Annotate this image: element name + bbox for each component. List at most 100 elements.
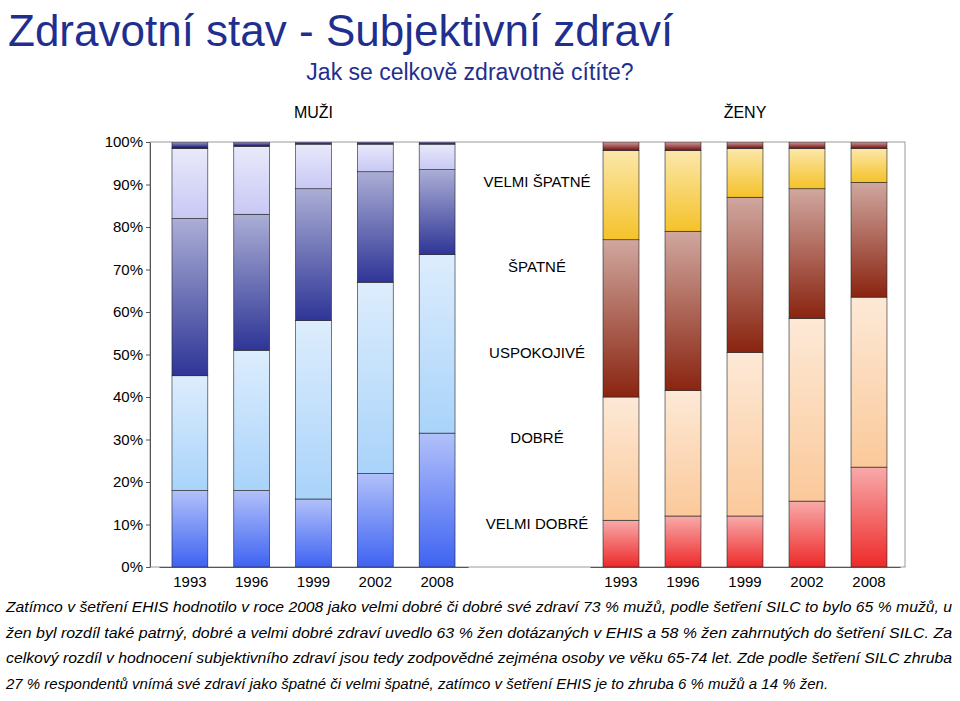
bar bbox=[665, 151, 701, 232]
bar bbox=[419, 255, 455, 434]
bar bbox=[603, 397, 639, 520]
tick-label: 0% bbox=[121, 558, 143, 575]
caption-line: celkový rozdíl v hodnocení subjektivního… bbox=[6, 649, 952, 666]
bar bbox=[419, 433, 455, 567]
caption-line: 27 % respondentů vnímá své zdraví jako š… bbox=[5, 675, 828, 692]
bar bbox=[357, 282, 393, 473]
bar bbox=[296, 142, 332, 144]
bar bbox=[789, 142, 825, 148]
series bbox=[172, 255, 887, 521]
tick-label: 80% bbox=[113, 218, 143, 235]
tick: 2002 bbox=[359, 567, 392, 590]
tick: 40% bbox=[113, 388, 150, 405]
tick-mark bbox=[146, 525, 150, 526]
series bbox=[172, 170, 887, 397]
bar bbox=[296, 499, 332, 567]
tick-mark bbox=[146, 397, 150, 398]
tick-label: 10% bbox=[113, 516, 143, 533]
bar bbox=[603, 142, 639, 151]
bar bbox=[419, 170, 455, 255]
caption-line: žen byl rozdíl také patrný, dobré a velm… bbox=[5, 624, 952, 641]
tick-label: 100% bbox=[105, 133, 143, 150]
tick-mark bbox=[146, 355, 150, 356]
bar bbox=[851, 148, 887, 182]
group-label: MUŽI bbox=[294, 103, 333, 121]
legend-label: VELMI DOBRÉ bbox=[486, 515, 589, 532]
tick: 1996 bbox=[235, 567, 268, 590]
tick: 60% bbox=[113, 303, 150, 320]
tick-label: 30% bbox=[113, 431, 143, 448]
bar bbox=[357, 144, 393, 172]
x-axis: 1993 1996 1999 2002 2008 bbox=[160, 567, 469, 590]
plot-frame bbox=[150, 142, 905, 567]
bar bbox=[234, 146, 270, 214]
bar bbox=[851, 142, 887, 148]
tick-mark bbox=[146, 142, 150, 143]
bar bbox=[789, 189, 825, 319]
legend-label: DOBRÉ bbox=[510, 429, 563, 446]
axis-line bbox=[150, 143, 151, 568]
bar bbox=[172, 142, 208, 148]
tick-label: 1993 bbox=[173, 573, 206, 590]
bar bbox=[727, 516, 763, 567]
tick: 80% bbox=[113, 218, 150, 235]
tick-mark bbox=[146, 482, 150, 483]
bar bbox=[296, 321, 332, 500]
bar bbox=[234, 350, 270, 490]
tick-mark bbox=[146, 312, 150, 313]
bar bbox=[172, 219, 208, 376]
bar bbox=[172, 376, 208, 491]
chart: Zdravotní stav - Subjektivní zdraví Jak s… bbox=[0, 0, 960, 701]
tick-label: 1999 bbox=[297, 573, 330, 590]
subtitle: Jak se celkově zdravotně cítíte? bbox=[306, 59, 633, 85]
tick: 70% bbox=[113, 261, 150, 278]
bar bbox=[665, 231, 701, 390]
tick-label: 1993 bbox=[604, 573, 637, 590]
tick-mark bbox=[146, 440, 150, 441]
series bbox=[172, 433, 887, 567]
bar bbox=[727, 142, 763, 148]
tick: 0% bbox=[121, 558, 150, 575]
bar bbox=[234, 214, 270, 350]
series bbox=[172, 142, 887, 151]
tick-mark bbox=[146, 567, 150, 568]
tick-label: 2008 bbox=[420, 573, 453, 590]
legend-label: ŠPATNÉ bbox=[508, 258, 566, 275]
tick: 1993 bbox=[604, 567, 637, 590]
bar bbox=[357, 172, 393, 283]
bar bbox=[234, 142, 270, 146]
bar bbox=[296, 144, 332, 189]
bar bbox=[603, 240, 639, 397]
tick-label: 1996 bbox=[235, 573, 268, 590]
tick-label: 90% bbox=[113, 176, 143, 193]
bar bbox=[357, 474, 393, 568]
legend: VELMI DOBRÉDOBRÉUSPOKOJIVÉŠPATNÉVELMI ŠP… bbox=[484, 173, 591, 532]
bar bbox=[851, 467, 887, 567]
tick: 2008 bbox=[852, 567, 885, 590]
bar bbox=[296, 189, 332, 321]
tick: 1999 bbox=[297, 567, 330, 590]
bar bbox=[603, 520, 639, 567]
tick-mark bbox=[146, 270, 150, 271]
tick-label: 50% bbox=[113, 346, 143, 363]
tick-label: 40% bbox=[113, 388, 143, 405]
tick: 90% bbox=[113, 176, 150, 193]
bar bbox=[665, 516, 701, 567]
group-label: ŽENY bbox=[724, 103, 767, 121]
bar bbox=[789, 318, 825, 501]
title: Zdravotní stav - Subjektivní zdraví bbox=[8, 6, 674, 55]
tick: 1993 bbox=[173, 567, 206, 590]
x-axis: 19931996199920022008 bbox=[591, 567, 901, 590]
bar bbox=[357, 142, 393, 144]
tick-label: 60% bbox=[113, 303, 143, 320]
tick: 50% bbox=[113, 346, 150, 363]
tick-mark bbox=[146, 227, 150, 228]
bar bbox=[234, 491, 270, 568]
bar bbox=[172, 491, 208, 568]
tick: 1999 bbox=[728, 567, 761, 590]
caption-line: Zatímco v šetření EHIS hodnotilo v roce … bbox=[5, 598, 953, 615]
bar bbox=[727, 352, 763, 516]
tick-label: 1999 bbox=[728, 573, 761, 590]
bar bbox=[603, 151, 639, 240]
bar bbox=[665, 391, 701, 516]
